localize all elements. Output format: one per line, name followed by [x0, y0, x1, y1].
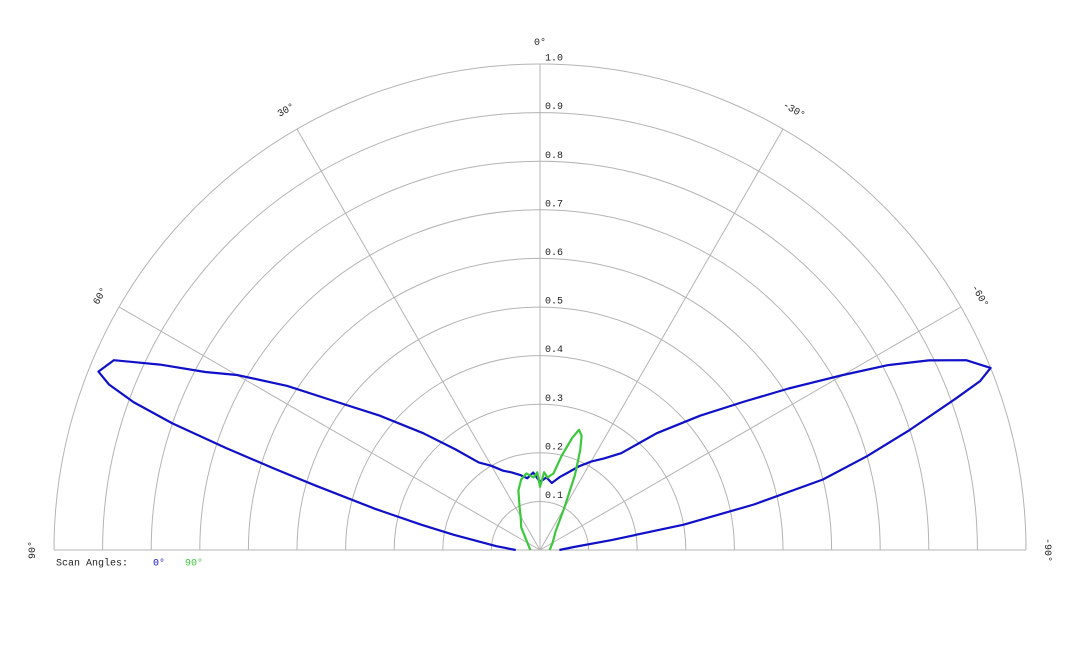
- angle-label: -30°: [780, 100, 807, 122]
- series-line: [517, 428, 583, 551]
- r-tick-label: 0.6: [545, 248, 563, 259]
- grid-spoke: [296, 128, 541, 551]
- legend-entry: 90°: [185, 558, 203, 570]
- angle-label: 0°: [534, 37, 546, 49]
- angle-label: 30°: [276, 101, 298, 120]
- r-tick-label: 0.2: [545, 442, 563, 453]
- grid-spoke: [118, 306, 541, 551]
- r-tick-label: 0.3: [545, 394, 563, 405]
- angle-label: 90°: [27, 541, 39, 559]
- r-tick-label: 0.1: [545, 491, 563, 502]
- r-tick-label: 0.7: [545, 199, 563, 210]
- angle-label: -60°: [968, 283, 990, 310]
- r-tick-label: 0.5: [545, 297, 563, 308]
- r-tick-label: 0.4: [545, 345, 563, 356]
- legend-entry: 0°: [153, 558, 165, 570]
- angle-label: -90°: [1041, 538, 1053, 562]
- legend-title: Scan Angles:: [56, 558, 128, 570]
- r-tick-label: 1.0: [545, 54, 563, 65]
- r-tick-label: 0.8: [545, 151, 563, 162]
- grid-spoke: [539, 128, 784, 551]
- grid-spoke: [539, 306, 962, 551]
- r-tick-label: 0.9: [545, 102, 563, 113]
- series-line: [97, 359, 992, 552]
- angle-label: 60°: [91, 286, 110, 308]
